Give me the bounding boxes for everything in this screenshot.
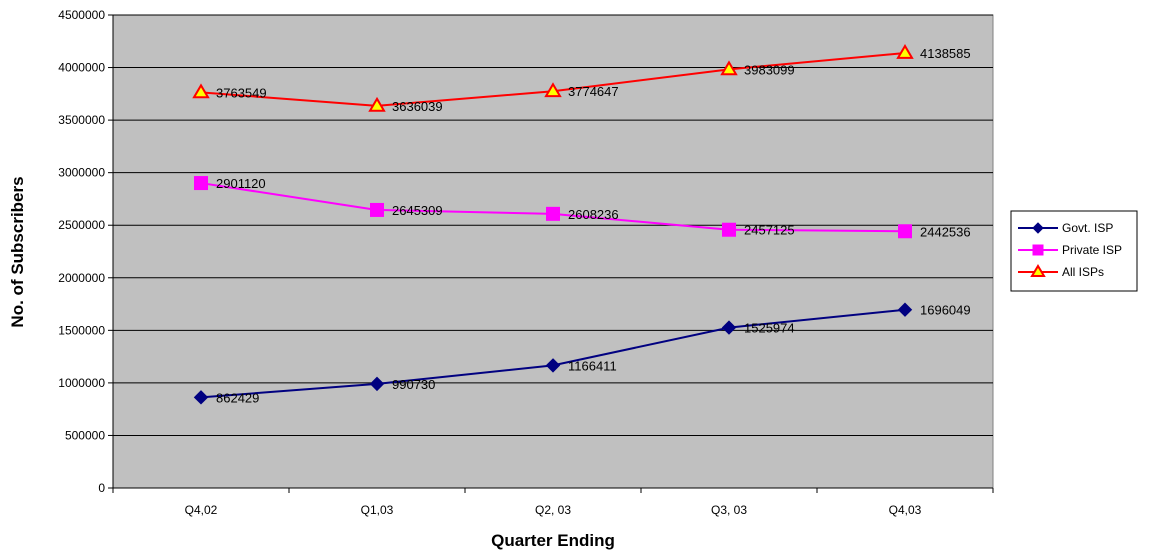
data-point bbox=[898, 224, 912, 239]
data-point bbox=[194, 176, 208, 191]
data-label: 2457125 bbox=[744, 223, 795, 238]
legend-marker bbox=[1032, 222, 1044, 234]
y-tick-label: 500000 bbox=[65, 428, 105, 442]
y-tick-label: 3500000 bbox=[58, 113, 105, 127]
legend-label: All ISPs bbox=[1062, 265, 1104, 279]
y-tick-label: 4500000 bbox=[58, 8, 105, 22]
y-tick-label: 2500000 bbox=[58, 218, 105, 232]
data-point bbox=[192, 83, 210, 99]
data-point bbox=[722, 222, 736, 237]
series-govt-isp bbox=[193, 302, 913, 405]
y-tick-label: 0 bbox=[98, 481, 105, 495]
axes bbox=[108, 14, 994, 493]
x-tick-label: Q4,02 bbox=[185, 503, 218, 517]
data-point bbox=[720, 60, 738, 76]
y-tick-label: 1500000 bbox=[58, 323, 105, 337]
data-point bbox=[545, 358, 561, 373]
x-tick-label: Q1,03 bbox=[361, 503, 394, 517]
data-label: 3774647 bbox=[568, 84, 619, 99]
legend: Govt. ISP Private ISP All ISPs bbox=[1010, 210, 1138, 292]
series-all-isps bbox=[192, 44, 914, 112]
data-label: 1166411 bbox=[568, 358, 617, 373]
data-point bbox=[897, 302, 913, 317]
data-point bbox=[546, 206, 560, 221]
data-label: 4138585 bbox=[920, 46, 971, 61]
series-private-isp bbox=[194, 176, 912, 239]
data-point bbox=[721, 320, 737, 335]
legend-item: All ISPs bbox=[1018, 264, 1104, 279]
data-label: 2645309 bbox=[392, 203, 443, 218]
x-tick-labels: Q4,02 Q1,03 Q2, 03 Q3, 03 Q4,03 bbox=[185, 503, 922, 517]
y-tick-label: 3000000 bbox=[58, 166, 105, 180]
x-tick-label: Q2, 03 bbox=[535, 503, 571, 517]
y-axis-title: No. of Subscribers bbox=[8, 176, 27, 327]
data-label: 2901120 bbox=[216, 176, 266, 191]
data-label: 3983099 bbox=[744, 62, 795, 77]
data-point bbox=[544, 82, 562, 98]
x-axis-title: Quarter Ending bbox=[491, 531, 615, 550]
data-point bbox=[369, 376, 385, 392]
y-tick-label: 4000000 bbox=[58, 61, 105, 75]
data-label: 1525974 bbox=[744, 321, 795, 336]
legend-item: Govt. ISP bbox=[1018, 221, 1113, 235]
legend-marker bbox=[1032, 244, 1044, 256]
data-point bbox=[896, 44, 914, 59]
x-tick-label: Q3, 03 bbox=[711, 503, 747, 517]
data-label: 3636039 bbox=[392, 99, 443, 114]
data-point bbox=[193, 390, 209, 405]
y-tick-label: 1000000 bbox=[58, 376, 105, 390]
data-label: 1696049 bbox=[920, 303, 971, 318]
data-label: 990730 bbox=[392, 377, 435, 392]
legend-marker bbox=[1030, 264, 1046, 277]
legend-label: Govt. ISP bbox=[1062, 221, 1113, 235]
data-point bbox=[370, 202, 384, 217]
data-label: 2608236 bbox=[568, 207, 619, 222]
legend-label: Private ISP bbox=[1062, 243, 1122, 257]
series bbox=[192, 44, 914, 405]
y-tick-label: 2000000 bbox=[58, 271, 105, 285]
data-labels: 862429 990730 1166411 1525974 1696049 2901120… bbox=[216, 46, 971, 405]
y-tick-labels: 0 500000 1000000 1500000 2000000 2500000 30000… bbox=[58, 8, 105, 495]
data-label: 862429 bbox=[216, 390, 259, 405]
legend-item: Private ISP bbox=[1018, 243, 1122, 257]
data-label: 3763549 bbox=[216, 85, 267, 100]
x-tick-label: Q4,03 bbox=[889, 503, 922, 517]
gridlines bbox=[113, 14, 993, 436]
data-label: 2442536 bbox=[920, 224, 971, 239]
data-point bbox=[368, 96, 386, 112]
